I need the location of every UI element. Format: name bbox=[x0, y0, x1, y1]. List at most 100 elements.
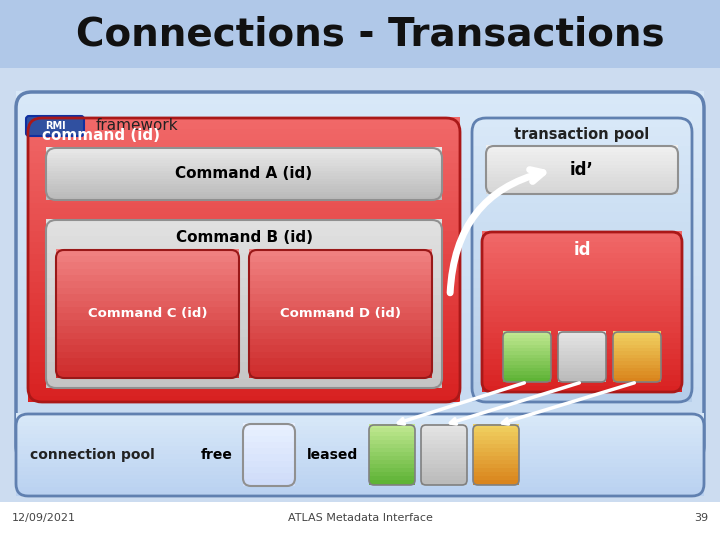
Bar bbox=[558, 375, 606, 379]
Bar bbox=[56, 281, 239, 288]
Bar bbox=[28, 396, 460, 402]
Bar bbox=[473, 476, 519, 481]
Bar bbox=[243, 442, 295, 449]
Text: connection pool: connection pool bbox=[30, 448, 155, 462]
Bar bbox=[28, 117, 460, 124]
Bar bbox=[28, 123, 460, 130]
Bar bbox=[28, 379, 460, 385]
Bar bbox=[46, 228, 442, 237]
Bar bbox=[558, 358, 606, 362]
Bar bbox=[16, 422, 704, 426]
Bar bbox=[28, 305, 460, 311]
Bar bbox=[503, 368, 551, 372]
Bar bbox=[46, 346, 442, 354]
Bar bbox=[613, 332, 661, 335]
Bar bbox=[613, 364, 661, 369]
Bar bbox=[472, 250, 692, 260]
Bar bbox=[482, 295, 682, 301]
Bar bbox=[46, 362, 442, 371]
Bar bbox=[56, 358, 239, 365]
Bar bbox=[249, 256, 432, 263]
Bar bbox=[503, 352, 551, 355]
Bar bbox=[472, 278, 692, 288]
Bar bbox=[613, 341, 661, 346]
Bar bbox=[28, 271, 460, 277]
Bar bbox=[482, 354, 682, 360]
Bar bbox=[473, 472, 519, 477]
Bar bbox=[613, 375, 661, 379]
Bar bbox=[56, 326, 239, 333]
Bar bbox=[613, 358, 661, 362]
FancyBboxPatch shape bbox=[26, 116, 84, 136]
Bar bbox=[482, 338, 682, 344]
Bar bbox=[28, 362, 460, 368]
Bar bbox=[249, 262, 432, 269]
Bar bbox=[249, 294, 432, 301]
Bar bbox=[46, 236, 442, 245]
Bar bbox=[16, 467, 704, 471]
Bar bbox=[56, 333, 239, 340]
Bar bbox=[482, 253, 682, 259]
Bar bbox=[28, 322, 460, 328]
Bar bbox=[482, 322, 682, 328]
Bar bbox=[503, 364, 551, 369]
Bar bbox=[28, 282, 460, 288]
Bar bbox=[28, 242, 460, 248]
Bar bbox=[16, 326, 704, 339]
Text: 12/09/2021: 12/09/2021 bbox=[12, 513, 76, 523]
Bar bbox=[56, 262, 239, 269]
Bar bbox=[503, 335, 551, 339]
Bar bbox=[16, 338, 704, 351]
Bar bbox=[16, 104, 704, 117]
Bar bbox=[473, 456, 519, 461]
Bar bbox=[46, 147, 442, 151]
Bar bbox=[369, 441, 415, 445]
Bar bbox=[482, 370, 682, 376]
Bar bbox=[369, 448, 415, 453]
Bar bbox=[421, 428, 467, 433]
Text: leased: leased bbox=[307, 448, 359, 462]
Bar bbox=[503, 375, 551, 379]
Bar bbox=[28, 339, 460, 345]
Bar bbox=[16, 91, 704, 104]
Bar bbox=[16, 289, 704, 302]
Bar bbox=[16, 375, 704, 388]
Bar bbox=[421, 453, 467, 457]
Bar bbox=[249, 281, 432, 288]
Bar bbox=[249, 275, 432, 282]
Bar bbox=[243, 479, 295, 486]
Bar bbox=[472, 193, 692, 203]
Bar bbox=[369, 476, 415, 481]
Bar bbox=[46, 270, 442, 279]
Bar bbox=[486, 158, 678, 162]
Bar bbox=[16, 414, 704, 418]
Bar bbox=[16, 400, 704, 413]
Bar bbox=[243, 423, 295, 430]
Bar bbox=[473, 448, 519, 453]
Bar bbox=[482, 333, 682, 339]
Bar bbox=[28, 276, 460, 283]
Bar bbox=[421, 444, 467, 449]
Bar bbox=[16, 276, 704, 289]
Bar bbox=[472, 202, 692, 213]
Bar bbox=[503, 332, 551, 335]
Bar bbox=[46, 354, 442, 363]
Bar bbox=[28, 350, 460, 356]
Bar bbox=[28, 288, 460, 294]
Bar bbox=[16, 487, 704, 492]
Bar bbox=[482, 375, 682, 381]
Bar bbox=[28, 146, 460, 152]
Bar bbox=[56, 352, 239, 359]
Bar bbox=[558, 355, 606, 359]
Bar bbox=[249, 268, 432, 275]
Bar bbox=[486, 174, 678, 178]
Bar bbox=[46, 179, 442, 182]
Bar bbox=[16, 215, 704, 228]
Bar bbox=[249, 333, 432, 340]
Bar bbox=[46, 176, 442, 179]
Bar bbox=[28, 202, 460, 209]
Bar bbox=[472, 165, 692, 175]
Bar bbox=[0, 68, 720, 502]
Bar bbox=[369, 453, 415, 457]
Bar bbox=[558, 368, 606, 372]
